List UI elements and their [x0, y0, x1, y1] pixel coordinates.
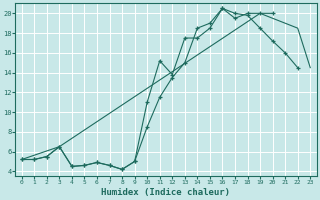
X-axis label: Humidex (Indice chaleur): Humidex (Indice chaleur) [101, 188, 230, 197]
